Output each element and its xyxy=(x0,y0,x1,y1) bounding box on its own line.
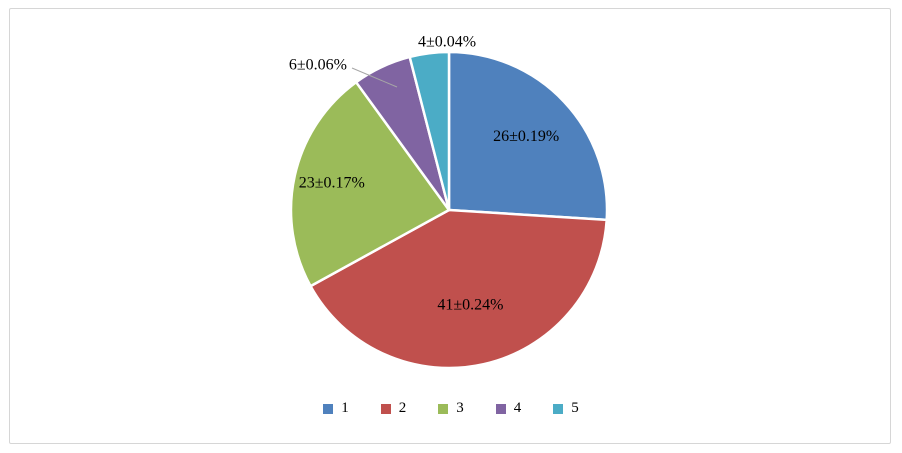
legend-label-2: 2 xyxy=(398,400,407,416)
data-label-slice-1: 26±0.19% xyxy=(493,128,559,145)
legend-swatch-2 xyxy=(380,403,391,414)
legend-item-1: 1 xyxy=(323,400,349,417)
pie-slice-1 xyxy=(447,50,609,222)
legend-swatch-4 xyxy=(495,403,506,414)
legend-swatch-3 xyxy=(438,403,449,414)
legend-label-5: 5 xyxy=(571,400,579,416)
data-label-slice-3: 23±0.17% xyxy=(299,174,365,191)
legend-swatch-1 xyxy=(323,403,334,414)
legend-item-4: 4 xyxy=(495,400,522,417)
legend-label-4: 4 xyxy=(513,400,522,416)
data-label-slice-5: 4±0.04% xyxy=(418,34,476,51)
leader-line-slice-4 xyxy=(351,67,398,88)
pie-slice-5 xyxy=(408,50,451,212)
legend-item-2: 2 xyxy=(380,400,407,417)
legend-item-3: 3 xyxy=(438,400,464,417)
legend-item-5: 5 xyxy=(553,400,579,417)
data-label-slice-4: 6±0.06% xyxy=(289,57,347,74)
legend-swatch-5 xyxy=(553,403,564,414)
legend-label-1: 1 xyxy=(341,400,349,416)
legend-label-3: 3 xyxy=(456,400,464,416)
pie-slice-3 xyxy=(289,80,451,288)
data-label-slice-2: 41±0.24% xyxy=(437,296,503,313)
pie-slice-2 xyxy=(309,208,608,370)
chart-legend: 1 2 3 4 5 xyxy=(0,400,902,417)
